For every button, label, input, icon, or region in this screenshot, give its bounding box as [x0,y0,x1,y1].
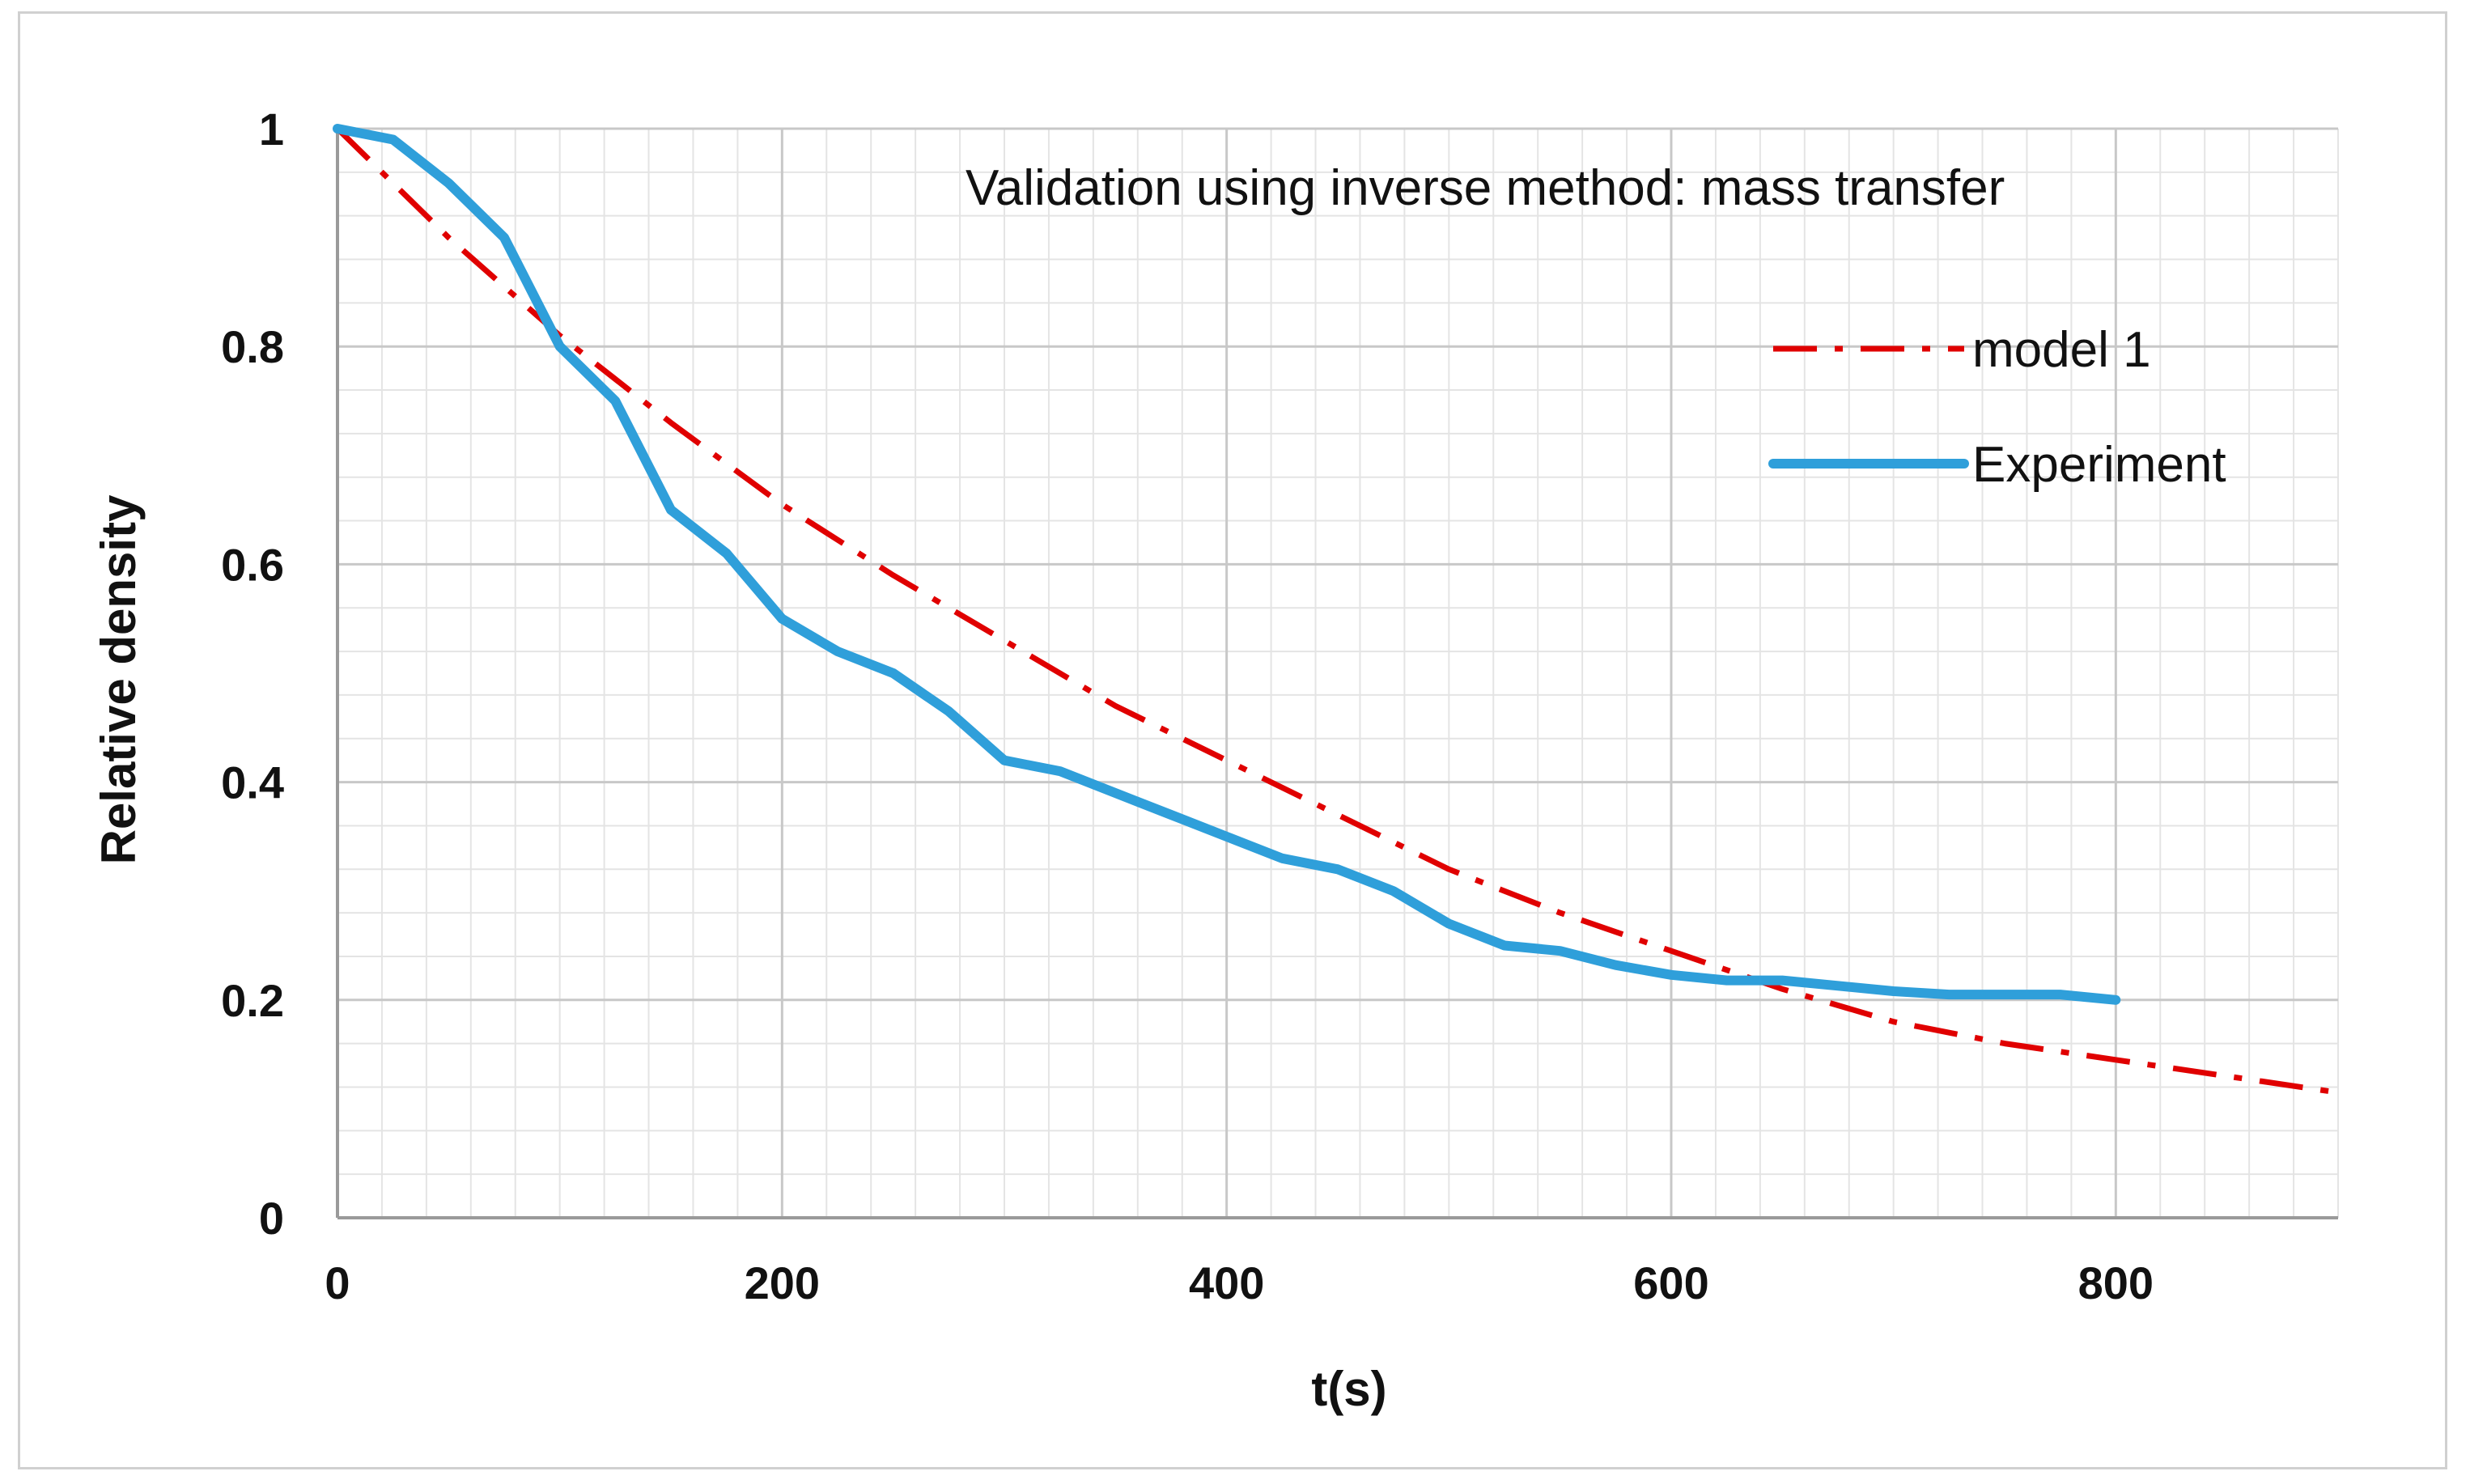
minor-gridlines [337,128,2339,1219]
x-axis-title: t(s) [1311,1362,1386,1416]
tick-labels: 0 200 400 600 800 0 0.2 0.4 0.6 0.8 1 [221,104,2154,1308]
series-layer [333,124,2339,1096]
x-tick-label: 0 [325,1257,350,1308]
chart-title: Validation using inverse method: mass tr… [966,160,2005,216]
chart-svg: 0 200 400 600 800 0 0.2 0.4 0.6 0.8 1 Validation u… [91,104,2339,1416]
legend-label-model-1: model 1 [1972,322,2151,378]
legend-label-experiment: Experiment [1972,437,2226,493]
y-tick-label: 0.2 [221,975,284,1026]
major-gridlines [336,127,2338,1219]
axes [336,129,2338,1219]
x-tick-label: 400 [1189,1257,1264,1308]
x-tick-label: 600 [1633,1257,1708,1308]
y-tick-label: 0 [259,1193,284,1244]
y-tick-label: 0.4 [221,757,284,808]
y-tick-label: 1 [259,104,284,155]
legend: model 1 Experiment [1768,322,2226,493]
y-axis-title: Relative density [91,494,146,864]
series-line-model-1 [335,126,2339,1096]
chart-frame: 0 200 400 600 800 0 0.2 0.4 0.6 0.8 1 Validation u… [18,11,2447,1469]
x-tick-label: 200 [745,1257,820,1308]
x-tick-label: 800 [2078,1257,2154,1308]
y-tick-label: 0.8 [221,321,284,372]
series-line-experiment [333,124,2121,1005]
y-tick-label: 0.6 [221,539,284,590]
